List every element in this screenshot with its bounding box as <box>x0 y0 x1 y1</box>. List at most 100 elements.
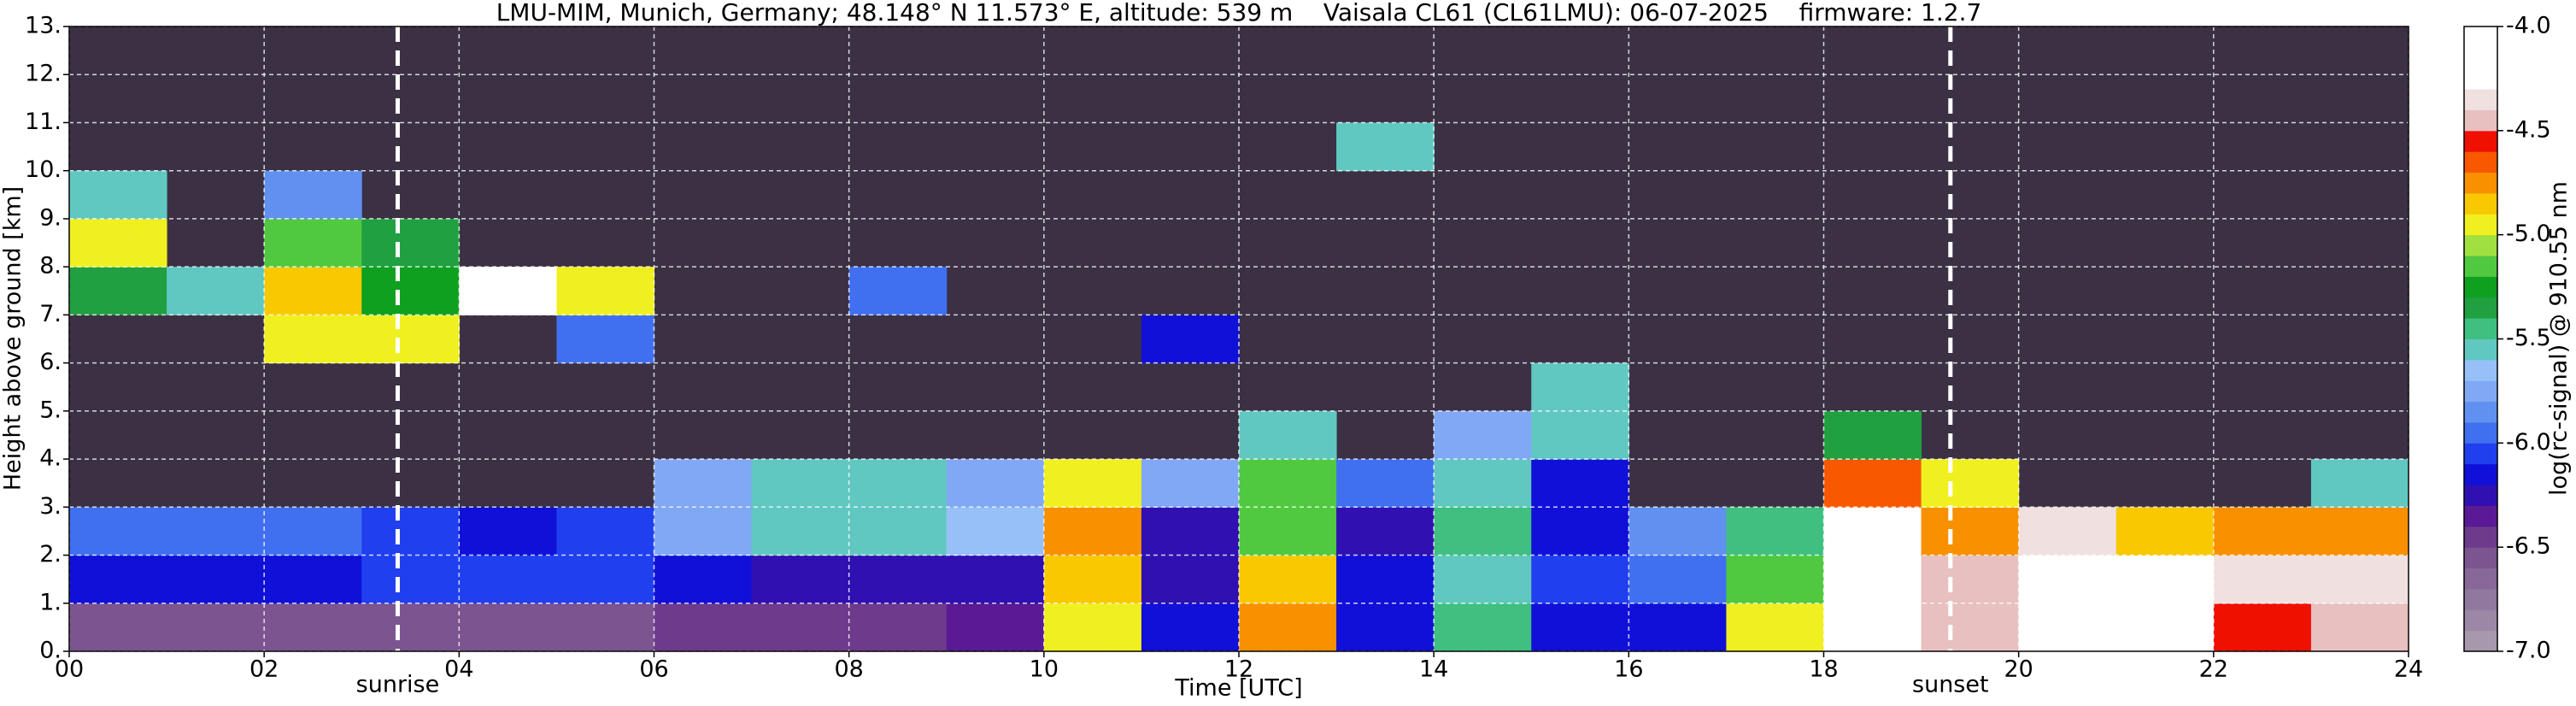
colorbar-swatch <box>2464 214 2497 236</box>
heatmap-cell <box>1043 459 1142 508</box>
y-tick-label: 13. <box>25 13 62 39</box>
heatmap-cell <box>1336 507 1435 556</box>
heatmap-cell <box>848 603 948 652</box>
colorbar-tick-label: -4.5 <box>2506 116 2551 143</box>
colorbar-swatch <box>2464 26 2497 48</box>
colorbar-label: log(rc-signal) @ 910.55 nm <box>2546 181 2573 496</box>
heatmap-cell <box>69 555 167 604</box>
colorbar-swatch <box>2464 276 2497 298</box>
heatmap-cell <box>1141 459 1240 508</box>
colorbar-swatch <box>2464 318 2497 339</box>
y-tick-label: 5. <box>39 397 62 423</box>
heatmap-cell <box>2310 555 2409 604</box>
heatmap-cell <box>1921 603 2020 652</box>
heatmap-cell <box>556 267 654 315</box>
heatmap-cell <box>2018 555 2117 604</box>
chart-title: LMU-MIM, Munich, Germany; 48.148° N 11.5… <box>496 0 1982 26</box>
heatmap-cell <box>69 267 167 315</box>
colorbar-swatch <box>2464 192 2497 215</box>
colorbar-swatch <box>2464 526 2497 548</box>
heatmap-cell <box>556 603 654 652</box>
y-tick-label: 1. <box>39 589 62 615</box>
y-tick-label: 10. <box>25 156 62 183</box>
plot-frame <box>68 26 2409 652</box>
x-tick-label: 02 <box>249 656 279 683</box>
heatmap-cell <box>1531 362 1629 412</box>
heatmap-cell <box>1336 122 1435 172</box>
heatmap-cell <box>1434 603 1532 652</box>
heatmap-cell <box>1921 507 2020 556</box>
heatmap-cell <box>264 170 362 220</box>
heatmap-cell <box>2310 459 2409 508</box>
colorbar-swatch <box>2464 68 2497 90</box>
heatmap-cell <box>751 603 850 652</box>
heatmap-cell <box>2115 555 2215 604</box>
heatmap-cell <box>1434 410 1532 460</box>
y-tick-label: 8. <box>39 253 62 279</box>
heatmap-cell <box>69 603 167 652</box>
heatmap-cell <box>361 267 460 315</box>
heatmap-cell <box>2310 507 2409 556</box>
x-tick-label: 00 <box>55 656 84 683</box>
heatmap-cell <box>1531 507 1629 556</box>
heatmap-cell <box>459 267 557 315</box>
colorbar-swatch <box>2464 485 2497 506</box>
heatmap-cell <box>361 603 460 652</box>
heatmap-cell <box>848 459 948 508</box>
x-tick-label: 06 <box>639 656 668 683</box>
heatmap-cell <box>361 507 460 556</box>
heatmap-cell <box>2018 603 2117 652</box>
heatmap-cell <box>1239 507 1337 556</box>
heatmap-cell <box>1141 555 1240 604</box>
heatmap-cell <box>1726 555 1824 604</box>
heatmap-cell <box>946 555 1045 604</box>
colorbar-swatch <box>2464 609 2497 632</box>
heatmap-cell <box>1628 555 1727 604</box>
colorbar-tick-label: -6.5 <box>2506 533 2551 560</box>
heatmap-cell <box>1434 555 1532 604</box>
heatmap-cell <box>1239 459 1337 508</box>
heatmap-cell <box>556 555 654 604</box>
heatmap-cell <box>1043 603 1142 652</box>
x-tick-label: 14 <box>1419 656 1448 683</box>
heatmap-cell <box>1823 459 1922 508</box>
x-tick-label: 04 <box>444 656 473 683</box>
y-tick-label: 4. <box>39 445 62 472</box>
y-tick-label: 12. <box>25 61 62 87</box>
colorbar-swatch <box>2464 380 2497 403</box>
colorbar-swatch <box>2464 401 2497 423</box>
heatmap-cell <box>264 507 362 556</box>
heatmap-cell <box>264 218 362 268</box>
heatmap-cell <box>167 267 265 315</box>
heatmap-cell <box>556 507 654 556</box>
heatmap-cell <box>459 603 557 652</box>
x-tick-label: 16 <box>1614 656 1643 683</box>
colorbar-swatch <box>2464 443 2497 465</box>
heatmap-cell <box>1823 555 1922 604</box>
event-label: sunset <box>1912 672 1989 698</box>
colorbar-tick-label: -7.0 <box>2506 638 2551 664</box>
colorbar-swatch <box>2464 547 2497 569</box>
x-tick-label: 22 <box>2199 656 2228 683</box>
colorbar-tick-label: -4.0 <box>2506 13 2551 39</box>
heatmap-cell <box>1628 603 1727 652</box>
heatmap-cell <box>654 555 753 604</box>
heatmap-cell <box>1043 507 1142 556</box>
heatmap-cell <box>1823 603 1922 652</box>
y-tick-label: 11. <box>25 109 62 135</box>
y-tick-label: 3. <box>39 493 62 520</box>
heatmap-cell <box>1043 555 1142 604</box>
heatmap-cell <box>1531 459 1629 508</box>
colorbar-swatch <box>2464 151 2497 174</box>
heatmap-cell <box>2213 555 2312 604</box>
heatmap-cell <box>1141 603 1240 652</box>
y-tick-label: 0. <box>39 638 62 664</box>
x-tick-label: 20 <box>2004 656 2033 683</box>
heatmap-cell <box>264 315 362 364</box>
colorbar-tick-label: -5.5 <box>2506 325 2551 351</box>
heatmap-cell <box>69 170 167 220</box>
y-tick-label: 2. <box>39 541 62 568</box>
heatmap-cell <box>1239 603 1337 652</box>
heatmap-cell <box>848 267 948 315</box>
